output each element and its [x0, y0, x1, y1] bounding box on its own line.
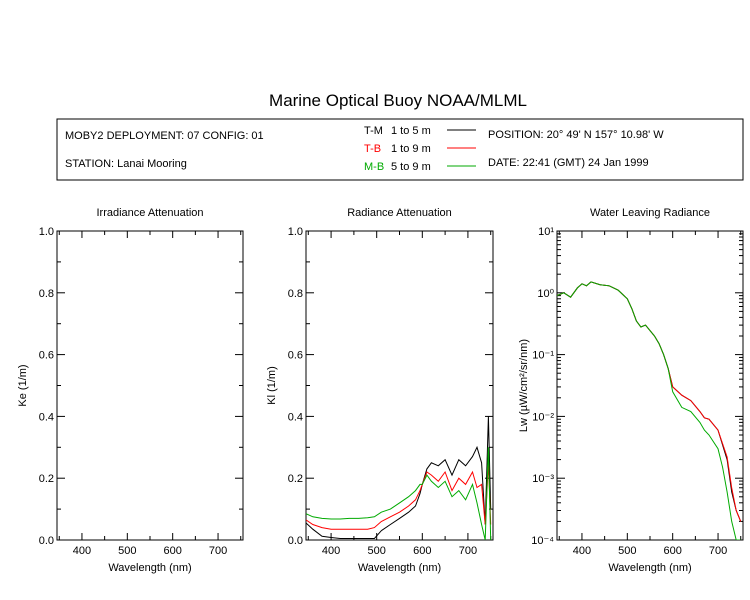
y-axis-label: Lw (µW/cm²/sr/nm): [518, 339, 530, 432]
plot-frame: [556, 230, 744, 541]
x-tick-label: 500: [368, 545, 386, 557]
x-tick-label: 600: [164, 545, 182, 557]
series-line-t-b: [306, 462, 492, 530]
y-tick-label: 10⁻⁴: [531, 535, 554, 547]
y-tick-label: 10⁻²: [532, 411, 554, 423]
plot-frame: [305, 230, 494, 541]
chart-panel-2: Radiance Attenuation 400 500 600 700 0.0 0.2 0.…: [266, 207, 494, 574]
x-tick-label: 400: [573, 545, 591, 557]
y-tick-label: 0.8: [288, 288, 303, 300]
x-tick-label: 400: [73, 545, 91, 557]
series-line-t-m: [306, 416, 492, 539]
legend-range-t-m: 1 to 5 m: [391, 125, 431, 137]
legend-range-m-b: 5 to 9 m: [391, 161, 431, 173]
y-tick-label: 0.4: [39, 411, 54, 423]
legend-range-t-b: 1 to 9 m: [391, 143, 431, 155]
legend: T-M 1 to 5 m T-B 1 to 9 m M-B 5 to 9 m: [364, 125, 476, 173]
chart-panel-1: Irradiance Attenuation 400 500 600 700 0.0 0.2…: [17, 207, 244, 574]
series-line-m-b: [306, 447, 492, 540]
y-tick-label: 1.0: [39, 226, 54, 238]
chart-panels: Irradiance Attenuation 400 500 600 700 0.0 0.2…: [17, 207, 744, 574]
y-axis-label: Kl (1/m): [266, 366, 278, 405]
y-tick-label: 1.0: [288, 226, 303, 238]
legend-code-t-b: T-B: [364, 143, 381, 155]
x-tick-label: 400: [322, 545, 340, 557]
station-text: STATION: Lanai Mooring: [65, 158, 187, 170]
y-tick-label: 0.6: [39, 350, 54, 362]
y-tick-label: 0.2: [288, 473, 303, 485]
legend-code-m-b: M-B: [364, 161, 384, 173]
x-axis-label: Wavelength (nm): [608, 562, 691, 574]
series-line-m-b: [557, 281, 741, 540]
position-text: POSITION: 20° 49' N 157° 10.98' W: [488, 129, 664, 141]
x-tick-label: 700: [209, 545, 227, 557]
y-tick-label: 10⁰: [537, 288, 554, 300]
series-line-t-b: [557, 281, 742, 522]
panel-title: Water Leaving Radiance: [590, 207, 710, 219]
y-tick-label: 0.0: [288, 535, 303, 547]
y-tick-label: 0.6: [288, 350, 303, 362]
y-tick-label: 10⁻³: [532, 473, 554, 485]
plot-frame: [56, 230, 244, 541]
deployment-text: MOBY2 DEPLOYMENT: 07 CONFIG: 01: [65, 130, 264, 142]
y-tick-label: 10¹: [538, 226, 554, 238]
panel-title: Irradiance Attenuation: [96, 207, 203, 219]
date-text: DATE: 22:41 (GMT) 24 Jan 1999: [488, 157, 649, 169]
x-axis-label: Wavelength (nm): [358, 562, 441, 574]
y-axis-label: Ke (1/m): [17, 364, 29, 406]
x-axis-label: Wavelength (nm): [108, 562, 191, 574]
info-box: MOBY2 DEPLOYMENT: 07 CONFIG: 01 STATION:…: [56, 118, 744, 181]
y-tick-label: 0.8: [39, 288, 54, 300]
x-tick-label: 500: [618, 545, 636, 557]
x-tick-label: 700: [459, 545, 477, 557]
y-tick-label: 0.4: [288, 411, 303, 423]
legend-code-t-m: T-M: [364, 125, 383, 137]
x-tick-label: 700: [709, 545, 727, 557]
x-tick-label: 500: [118, 545, 136, 557]
y-tick-label: 0.0: [39, 535, 54, 547]
info-box-frame: [56, 118, 744, 181]
x-tick-label: 600: [413, 545, 431, 557]
series-line-t-m: [557, 281, 742, 522]
panel-title: Radiance Attenuation: [347, 207, 452, 219]
figure-title: Marine Optical Buoy NOAA/MLML: [269, 91, 527, 110]
y-tick-label: 10⁻¹: [532, 350, 554, 362]
x-tick-label: 600: [664, 545, 682, 557]
chart-panel-3: Water Leaving Radiance 400 500 600 700 10⁻⁴ 10…: [518, 207, 744, 574]
y-tick-label: 0.2: [39, 473, 54, 485]
